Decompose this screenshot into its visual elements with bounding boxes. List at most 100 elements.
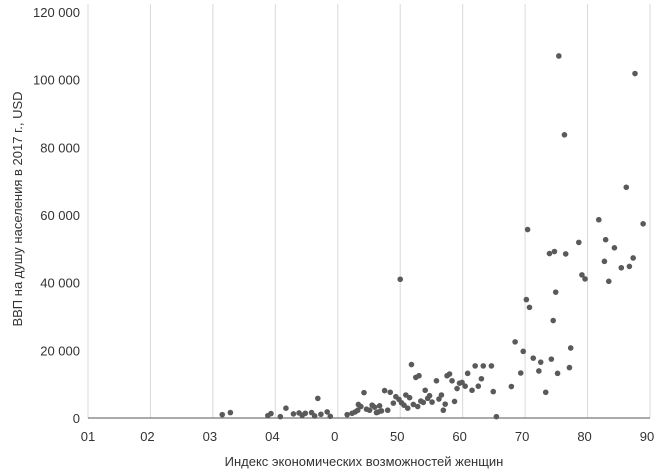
data-point bbox=[536, 368, 542, 374]
data-point bbox=[582, 276, 588, 282]
data-point bbox=[397, 276, 404, 283]
data-point bbox=[567, 345, 574, 351]
data-point bbox=[446, 371, 453, 377]
grid-lines bbox=[87, 4, 651, 418]
data-point bbox=[464, 370, 471, 377]
data-point bbox=[420, 399, 427, 406]
data-point bbox=[601, 258, 608, 265]
data-point bbox=[290, 411, 297, 417]
data-point bbox=[422, 387, 429, 394]
data-point bbox=[576, 239, 582, 246]
data-point bbox=[632, 70, 638, 77]
data-point bbox=[595, 216, 602, 223]
data-point bbox=[318, 411, 324, 418]
y-tick-label: 20 000 bbox=[40, 343, 80, 358]
data-point bbox=[414, 403, 421, 410]
data-point bbox=[552, 289, 559, 295]
data-point bbox=[410, 401, 417, 408]
data-point bbox=[454, 385, 460, 392]
data-point bbox=[630, 255, 636, 261]
data-point bbox=[530, 355, 537, 361]
data-point bbox=[542, 389, 549, 396]
data-point bbox=[366, 407, 373, 414]
data-point bbox=[449, 377, 455, 384]
data-point bbox=[387, 389, 394, 396]
data-point bbox=[548, 356, 555, 362]
data-point bbox=[469, 387, 475, 394]
y-tick-label: 120 000 bbox=[33, 5, 80, 20]
data-point bbox=[524, 226, 531, 233]
data-point bbox=[517, 370, 524, 376]
data-point bbox=[268, 410, 274, 417]
data-point bbox=[371, 404, 378, 410]
data-point bbox=[562, 251, 569, 257]
data-point bbox=[626, 263, 633, 270]
data-point bbox=[433, 377, 440, 384]
data-points bbox=[219, 53, 646, 420]
data-point bbox=[451, 398, 458, 405]
data-point bbox=[390, 400, 397, 406]
x-tick-label: 01 bbox=[81, 429, 95, 444]
data-point bbox=[551, 248, 558, 255]
data-point bbox=[314, 395, 321, 402]
data-point bbox=[478, 375, 485, 382]
data-point bbox=[378, 408, 385, 414]
data-point bbox=[438, 392, 445, 398]
data-point bbox=[436, 396, 442, 402]
data-point bbox=[550, 317, 557, 324]
data-point bbox=[416, 372, 422, 379]
y-tick-label: 0 bbox=[73, 411, 80, 426]
x-tick-label: 70 bbox=[515, 429, 529, 444]
x-tick-label: 03 bbox=[203, 429, 217, 444]
y-tick-label: 100 000 bbox=[33, 73, 80, 88]
data-point bbox=[508, 383, 515, 390]
data-point bbox=[283, 405, 289, 411]
y-tick-label: 80 000 bbox=[40, 140, 80, 155]
data-point bbox=[442, 401, 448, 407]
data-point bbox=[426, 392, 433, 399]
data-point bbox=[526, 304, 533, 311]
data-point bbox=[384, 407, 391, 414]
y-axis-ticks: 0 20 000 40 000 60 000 80 000 100 000 120 000 bbox=[33, 5, 80, 426]
data-point bbox=[520, 348, 527, 355]
data-point bbox=[406, 394, 413, 401]
x-tick-label: 02 bbox=[140, 429, 154, 444]
y-axis-label: ВВП на душу населения в 2017 г., USD bbox=[10, 91, 25, 326]
data-point bbox=[401, 402, 407, 408]
data-point bbox=[579, 272, 585, 278]
data-point bbox=[404, 405, 411, 411]
data-point bbox=[429, 399, 435, 405]
data-point bbox=[344, 411, 350, 418]
y-tick-label: 60 000 bbox=[40, 208, 80, 223]
data-point bbox=[381, 387, 388, 394]
data-point bbox=[523, 296, 530, 303]
x-axis-label: Индекс экономических возможностей женщин bbox=[225, 454, 504, 469]
y-tick-label: 40 000 bbox=[40, 276, 80, 291]
x-tick-label: 90 bbox=[640, 429, 654, 444]
data-point bbox=[493, 413, 500, 420]
data-point bbox=[277, 413, 284, 420]
data-point bbox=[311, 413, 318, 419]
x-tick-label: 04 bbox=[265, 429, 279, 444]
data-point bbox=[605, 278, 612, 285]
data-point bbox=[618, 264, 625, 271]
data-point bbox=[227, 409, 234, 416]
data-point bbox=[302, 410, 309, 417]
x-tick-label: 80 bbox=[577, 429, 591, 444]
data-point bbox=[459, 379, 465, 386]
x-axis-ticks: 01 02 03 04 0 50 60 70 80 90 bbox=[81, 429, 654, 444]
x-tick-label: 50 bbox=[390, 429, 404, 444]
data-point bbox=[472, 363, 478, 369]
data-point bbox=[623, 184, 630, 191]
data-point bbox=[566, 364, 573, 371]
data-point bbox=[376, 403, 383, 409]
data-point bbox=[556, 53, 562, 59]
data-point bbox=[354, 407, 361, 414]
data-point bbox=[561, 132, 568, 138]
data-point bbox=[490, 388, 497, 395]
data-point bbox=[480, 363, 487, 369]
x-tick-label: 0 bbox=[331, 429, 338, 444]
data-point bbox=[355, 401, 362, 408]
data-point bbox=[512, 339, 518, 345]
data-point bbox=[361, 389, 367, 396]
